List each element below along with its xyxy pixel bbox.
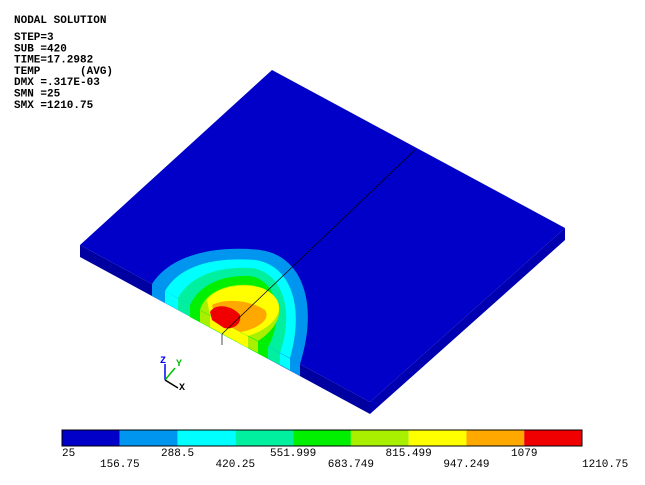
legend-swatch xyxy=(119,430,178,446)
legend-swatch xyxy=(350,430,409,446)
legend-frame xyxy=(61,429,583,447)
contour-band xyxy=(210,306,241,329)
x-label: X xyxy=(179,383,185,394)
legend-label: 815.499 xyxy=(386,448,432,460)
y-axis xyxy=(164,367,176,381)
info-line: TIME=17.2982 xyxy=(14,55,93,67)
legend-swatch xyxy=(408,430,467,446)
legend-label: 551.999 xyxy=(270,448,316,460)
x-axis xyxy=(164,379,179,389)
z-label: Z xyxy=(160,356,166,367)
legend-swatch xyxy=(62,430,120,446)
legend-label: 683.749 xyxy=(328,459,374,471)
legend-label: 1079 xyxy=(511,448,537,460)
legend-label: 156.75 xyxy=(100,459,140,471)
info-line: TEMP (AVG) xyxy=(14,66,113,78)
legend-label: 1210.75 xyxy=(582,459,628,471)
weld-line xyxy=(221,149,416,335)
legend-label: 420.25 xyxy=(216,459,256,471)
legend-swatch xyxy=(466,430,525,446)
legend-label: 288.5 xyxy=(161,448,194,460)
axis-triad: Z Y X xyxy=(160,356,185,394)
model xyxy=(80,70,565,414)
title: NODAL SOLUTION xyxy=(14,15,106,27)
y-label: Y xyxy=(176,359,182,370)
info-line: DMX =.317E-03 xyxy=(14,77,100,89)
legend-swatch xyxy=(524,430,582,446)
plate-side-right xyxy=(370,228,565,414)
legend-swatch xyxy=(235,430,294,446)
info-line: SMX =1210.75 xyxy=(14,100,94,112)
legend-swatch xyxy=(293,430,351,446)
legend-label: 25 xyxy=(62,448,75,460)
info-line: SMN =25 xyxy=(14,89,61,101)
plate-top xyxy=(80,70,565,402)
legend-swatch xyxy=(177,430,236,446)
legend: 25 156.75 288.5 420.25 551.999 683.749 815.499… xyxy=(61,429,628,471)
info-line: STEP=3 xyxy=(14,32,54,44)
legend-label: 947.249 xyxy=(443,459,489,471)
info-line: SUB =420 xyxy=(14,43,67,55)
